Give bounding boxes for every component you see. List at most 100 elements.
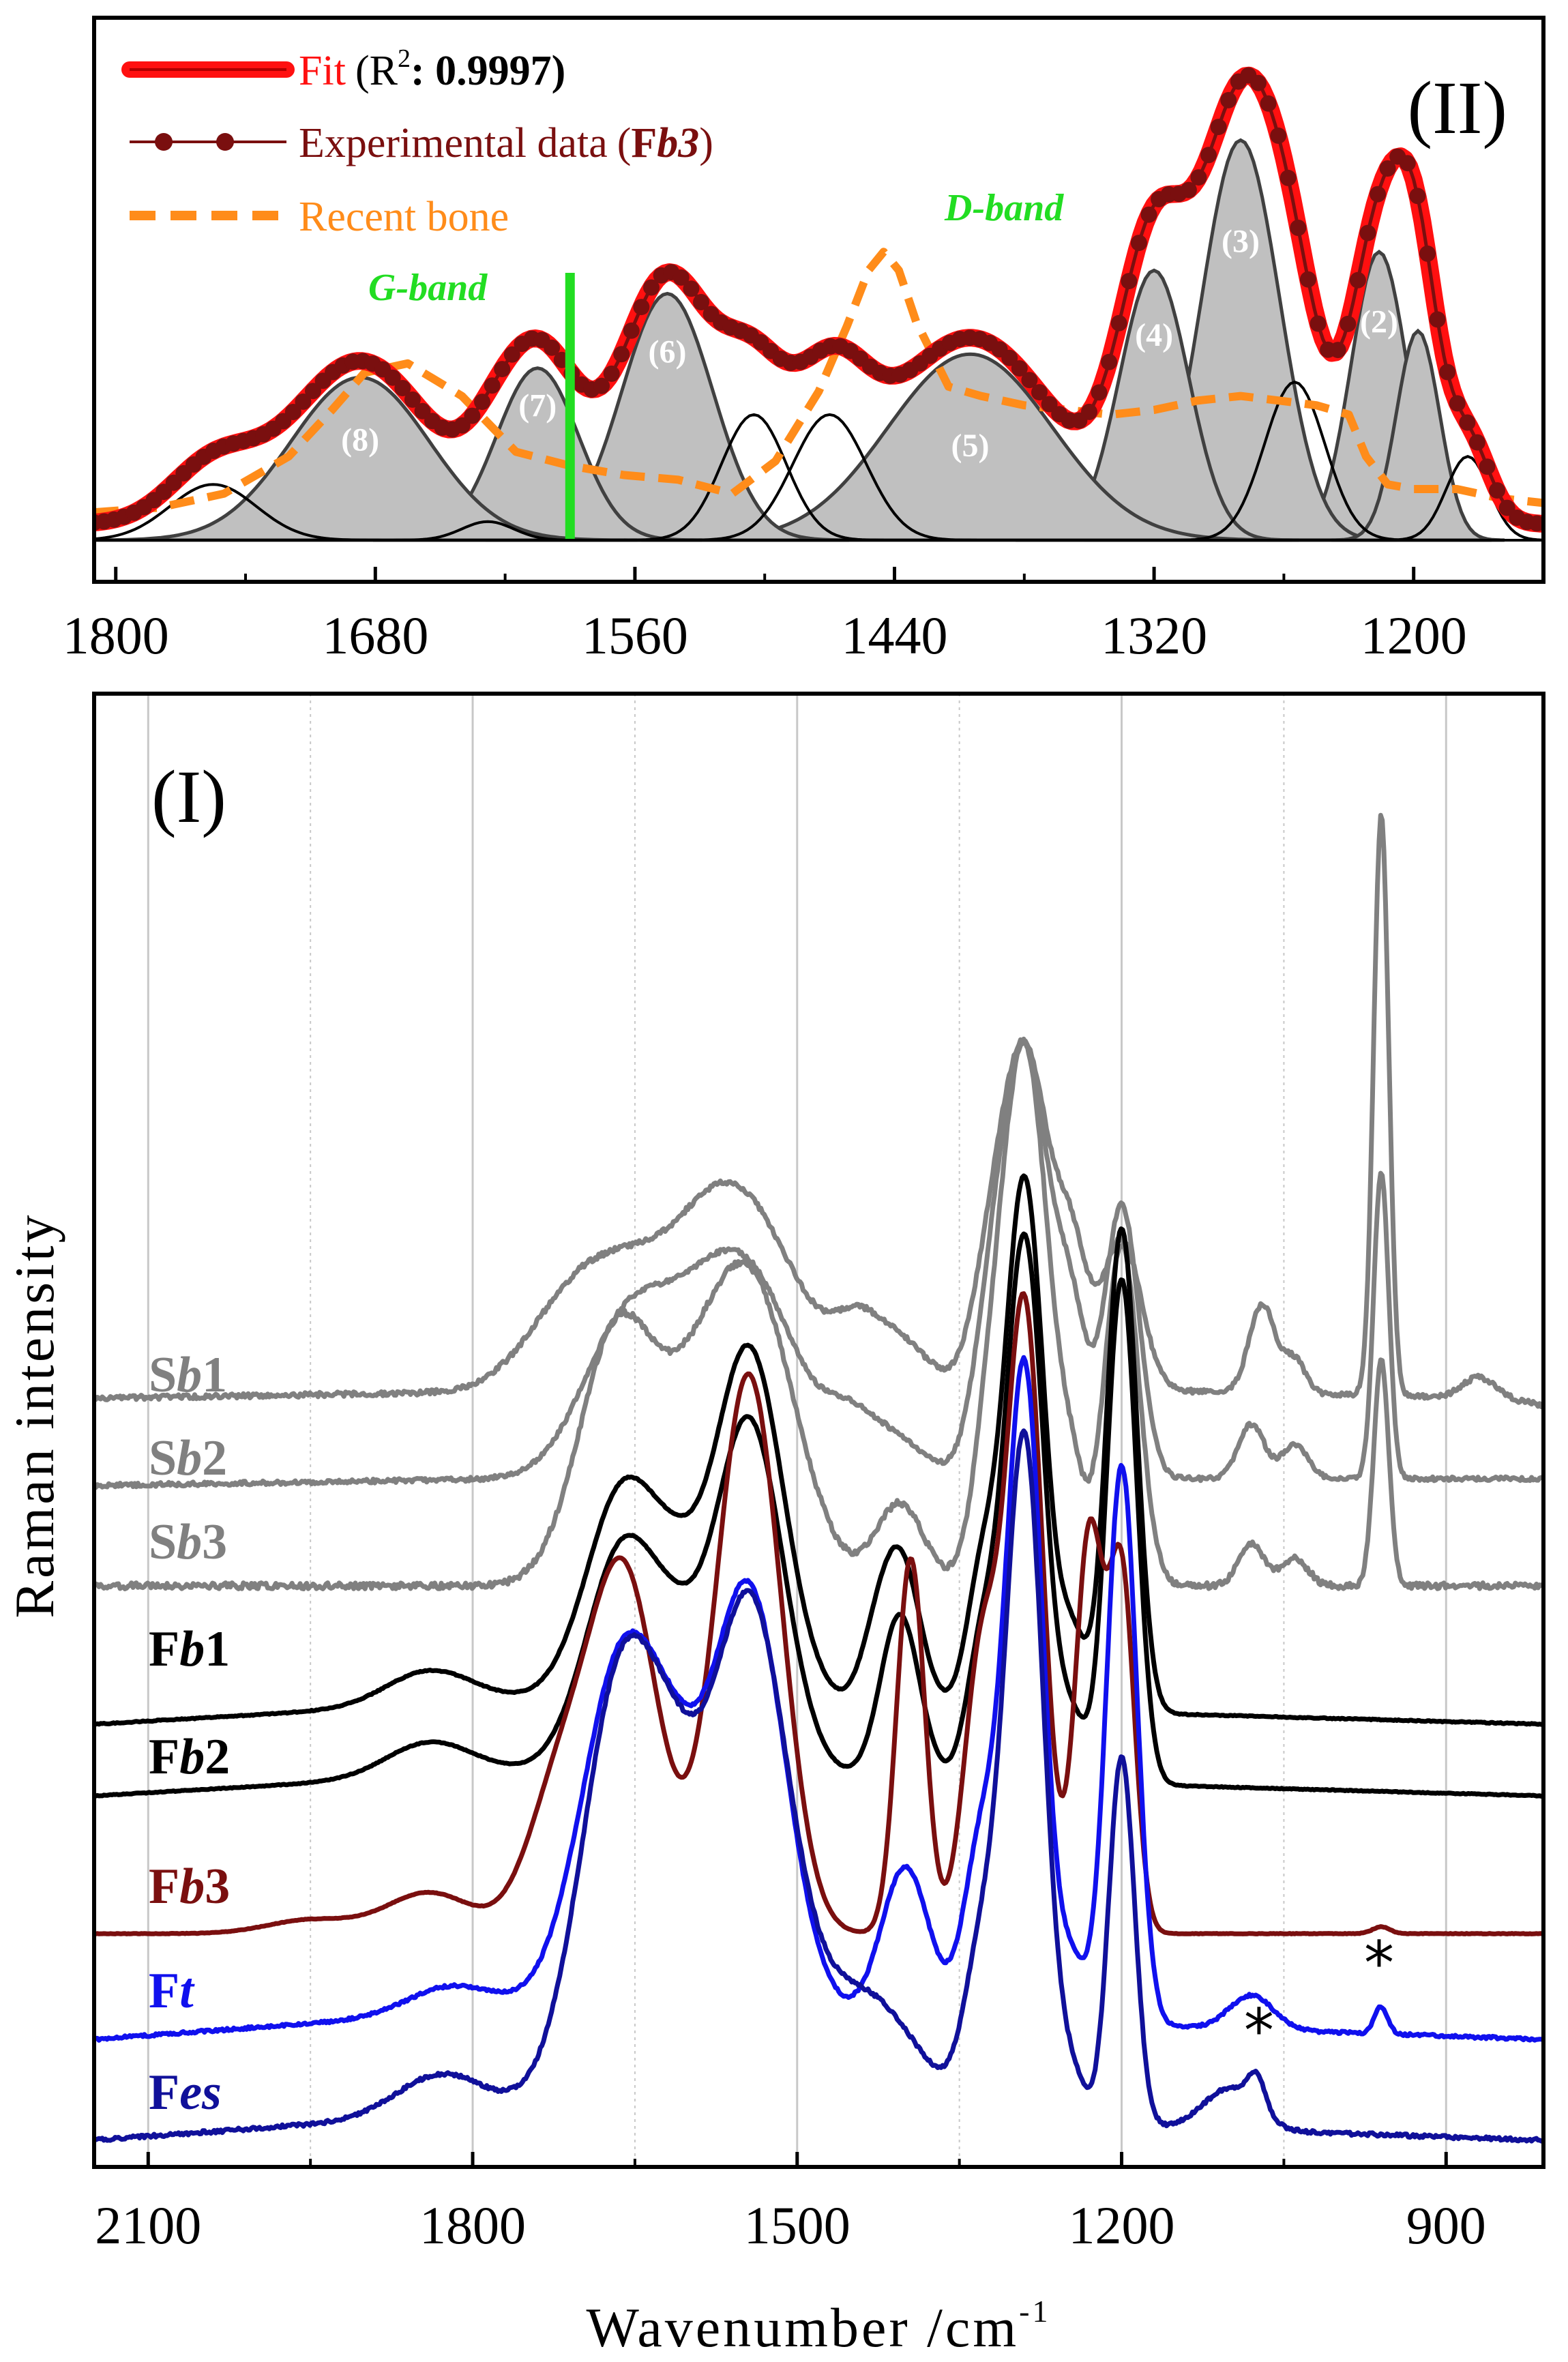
- experimental-point: [1121, 273, 1138, 290]
- peak-label: (3): [1222, 224, 1260, 260]
- x-tick-label: 2100: [95, 2196, 201, 2255]
- x-tick-label: 1680: [322, 606, 428, 665]
- panel-ii: (2) (3) (4) (5) (6) (7) (8) 1800 1680 1560 1440 13…: [63, 16, 1545, 665]
- peak-label: (7): [518, 387, 557, 424]
- spectrum-Fb3: [94, 1291, 1543, 1936]
- experimental-point: [593, 377, 610, 394]
- experimental-point: [1399, 155, 1416, 172]
- series-label-italic: b: [179, 1729, 205, 1785]
- experimental-point: [494, 361, 511, 378]
- experimental-point: [1528, 515, 1543, 532]
- experimental-point: [1370, 186, 1387, 203]
- experimental-point: [1001, 349, 1018, 366]
- experimental-point: [414, 402, 431, 419]
- legend-recent-bone-label: Recent bone: [299, 194, 509, 240]
- experimental-point: [1419, 245, 1436, 262]
- experimental-point: [613, 346, 630, 363]
- experimental-point: [683, 280, 700, 297]
- peak-component: [682, 413, 977, 542]
- series-label: Fb3: [149, 1859, 230, 1915]
- experimental-point: [603, 365, 620, 382]
- panel-i-frame: [92, 692, 1545, 2169]
- peak-component: [1331, 328, 1505, 542]
- experimental-point: [305, 383, 321, 400]
- series-label-suffix: 1: [205, 1621, 230, 1677]
- panel-ii-peak-components: [94, 138, 1543, 542]
- panel-ii-tag: (II): [1407, 66, 1507, 149]
- experimental-point: [1439, 364, 1456, 381]
- spectrum-Sb3: [94, 1038, 1543, 1591]
- experimental-point: [1021, 372, 1038, 389]
- series-label-italic: es: [179, 2065, 222, 2121]
- experimental-point: [1011, 360, 1028, 377]
- asterisk-marker: *: [1244, 1996, 1274, 2066]
- x-tick-label: 900: [1406, 2196, 1486, 2255]
- x-tick-label: 1440: [842, 606, 948, 665]
- x-tick-label: 1800: [419, 2196, 526, 2255]
- experimental-point: [295, 393, 312, 410]
- g-band-label: G-band: [368, 267, 488, 309]
- experimental-point: [1210, 119, 1227, 136]
- panel-ii-experimental: [94, 67, 1543, 532]
- peak-label: (2): [1360, 304, 1398, 340]
- spectrum-Ft: [94, 1355, 1543, 2043]
- experimental-point: [503, 346, 520, 363]
- series-label-prefix: F: [149, 2065, 179, 2121]
- experimental-point: [1250, 74, 1267, 91]
- x-tick-label: 1200: [1069, 2196, 1175, 2255]
- panel-ii-x-axis: 1800 1680 1560 1440 1320 1200: [63, 567, 1545, 665]
- experimental-point: [693, 294, 709, 310]
- series-label-suffix: 3: [202, 1514, 227, 1570]
- legend-experimental-marker: [216, 133, 234, 151]
- legend-fit-label: Fit (R2: 0.9997): [299, 44, 565, 94]
- series-label-italic: b: [177, 1514, 202, 1570]
- series-label: Sb2: [149, 1430, 227, 1486]
- experimental-point: [1260, 95, 1277, 112]
- panel-ii-legend: Fit (R2: 0.9997) Experimental data (Fb3) R…: [121, 44, 713, 240]
- series-label-suffix: 2: [202, 1430, 227, 1486]
- legend-experimental-label: Experimental data (Fb3): [299, 120, 713, 166]
- experimental-point: [544, 339, 561, 356]
- x-tick-label: 1560: [582, 606, 688, 665]
- series-label-prefix: F: [149, 1621, 179, 1677]
- series-label-prefix: F: [149, 1963, 179, 2019]
- series-label: Fb2: [149, 1729, 230, 1785]
- peak-label: (5): [951, 428, 990, 464]
- peak-label: (6): [649, 334, 687, 370]
- series-label: Fb1: [149, 1621, 230, 1677]
- experimental-point: [1031, 384, 1048, 401]
- peak-component: [624, 413, 884, 542]
- experimental-point: [1101, 353, 1118, 370]
- experimental-point: [1329, 342, 1346, 359]
- series-label-suffix: 2: [205, 1729, 230, 1785]
- series-label: Ft: [149, 1963, 195, 2019]
- peak-component: [94, 483, 387, 542]
- experimental-point: [1310, 315, 1327, 332]
- experimental-point: [1290, 220, 1307, 236]
- panel-i-x-axis: 2100 1800 1500 1200 900: [95, 2152, 1486, 2255]
- x-tick-label: 1320: [1101, 606, 1207, 665]
- experimental-point: [1140, 206, 1157, 223]
- experimental-point: [1359, 224, 1376, 241]
- panel-i-spectra: [94, 812, 1543, 2144]
- peak-label: (8): [341, 422, 379, 458]
- x-tick-label: 1200: [1361, 606, 1467, 665]
- series-label-italic: b: [179, 1621, 205, 1677]
- x-axis-title: Wavenumber /cm-1: [587, 2294, 1051, 2359]
- experimental-point: [394, 380, 411, 396]
- series-label-italic: t: [179, 1963, 195, 2019]
- experimental-point: [464, 407, 481, 424]
- experimental-point: [1379, 160, 1396, 177]
- series-label: Sb3: [149, 1514, 227, 1570]
- asterisk-marker: *: [1364, 1928, 1394, 1998]
- experimental-point: [484, 377, 501, 394]
- experimental-point: [1110, 314, 1127, 331]
- experimental-point: [643, 279, 660, 296]
- d-band-label: D-band: [944, 187, 1064, 229]
- experimental-point: [1429, 311, 1446, 328]
- series-label-suffix: 3: [205, 1859, 230, 1915]
- experimental-point: [1081, 403, 1097, 420]
